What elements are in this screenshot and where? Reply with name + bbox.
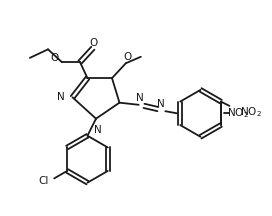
Text: N: N — [136, 93, 144, 103]
Text: O: O — [90, 38, 98, 48]
Text: O: O — [124, 52, 132, 62]
Text: N: N — [157, 99, 165, 109]
Text: N: N — [94, 125, 102, 135]
Text: N: N — [57, 92, 65, 102]
Text: NO$_2$: NO$_2$ — [227, 106, 249, 120]
Text: O: O — [50, 53, 59, 63]
Text: NO$_2$: NO$_2$ — [240, 105, 262, 119]
Text: Cl: Cl — [39, 176, 49, 186]
